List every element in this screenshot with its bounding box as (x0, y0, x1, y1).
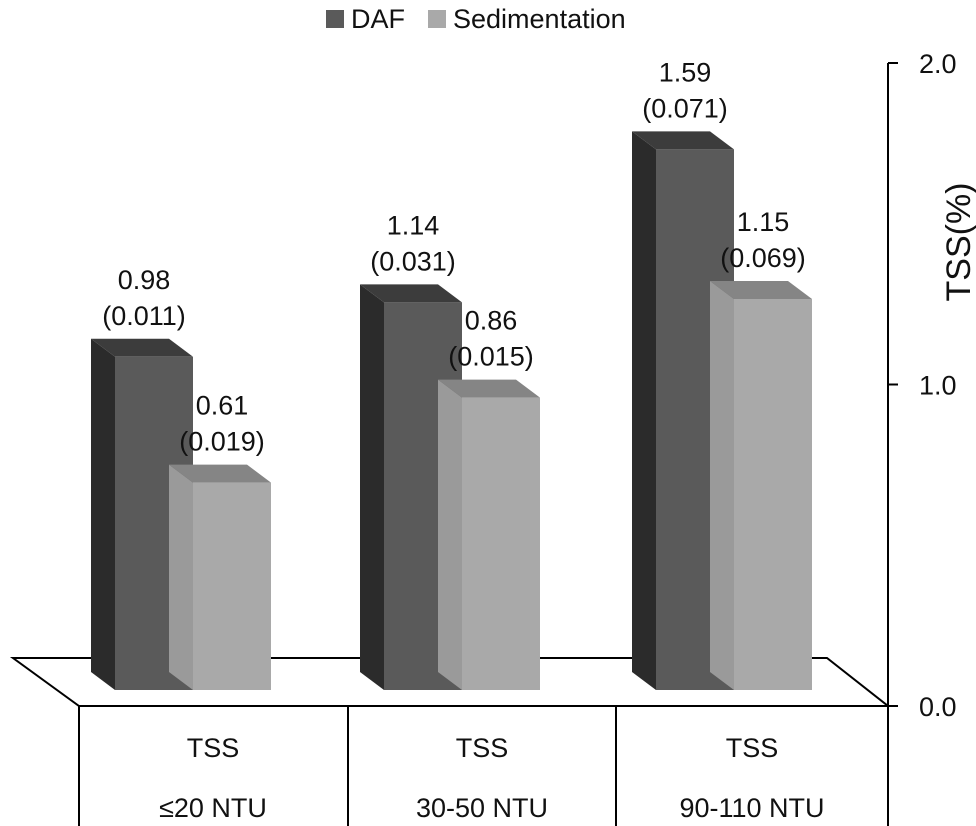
category-label-line2: ≤20 NTU (159, 793, 267, 823)
data-label-value: 0.86 (465, 306, 518, 336)
y-ticks: 0.0 1.0 2.0 (888, 49, 957, 722)
bar-top (710, 281, 812, 299)
bar-top (632, 131, 734, 150)
bar-side (710, 281, 734, 690)
data-label-value: 0.98 (118, 265, 171, 295)
y-axis: 0.0 1.0 2.0 TSS(%) (887, 49, 976, 722)
category-label-line2: 30-50 NTU (416, 793, 548, 823)
data-label-value: 1.59 (659, 57, 712, 87)
bar-top (91, 338, 193, 357)
legend-label-sedimentation: Sedimentation (453, 4, 626, 34)
bar-top (360, 284, 462, 303)
data-label-value: 0.61 (196, 391, 249, 421)
bar-sedimentation-1 (462, 397, 540, 690)
data-label-value: 1.14 (387, 210, 440, 240)
bar-sedimentation-2 (734, 299, 812, 690)
bar-side (169, 464, 193, 690)
category-label-line1: TSS (726, 733, 779, 763)
y-tick-label: 0.0 (919, 692, 957, 722)
data-label-error: (0.031) (370, 246, 456, 276)
bar-side (360, 284, 384, 690)
category-label-line2: 90-110 NTU (679, 793, 824, 823)
bars-group: 0.98 (0.011) 1.14 (0.031) 1.59 (0.071) 0.61 (0.… (91, 57, 812, 690)
data-label-error: (0.069) (720, 243, 806, 273)
data-label-error: (0.019) (179, 427, 265, 457)
legend-label-daf: DAF (351, 4, 405, 34)
data-label-error: (0.071) (642, 93, 728, 123)
y-tick-label: 2.0 (919, 49, 957, 79)
category-labels: TSS ≤20 NTU TSS 30-50 NTU TSS 90-110 NTU (159, 733, 824, 823)
legend: DAF Sedimentation (326, 4, 626, 34)
y-axis-title: TSS(%) (940, 183, 976, 302)
bar-side (632, 131, 656, 690)
category-label-line1: TSS (187, 733, 240, 763)
y-tick-label: 1.0 (919, 371, 957, 401)
legend-swatch-daf (326, 10, 344, 28)
bar-side (91, 338, 115, 690)
bar-sedimentation-0 (193, 482, 271, 690)
data-label-value: 1.15 (737, 207, 790, 237)
bar-top (169, 464, 271, 483)
bar-side (438, 379, 462, 690)
data-label-error: (0.011) (102, 301, 186, 331)
data-label-error: (0.015) (448, 342, 534, 372)
legend-swatch-sedimentation (428, 10, 446, 28)
category-table: TSS ≤20 NTU TSS 30-50 NTU TSS 90-110 NTU (78, 706, 889, 826)
category-label-line1: TSS (456, 733, 509, 763)
bar-top (438, 379, 540, 398)
